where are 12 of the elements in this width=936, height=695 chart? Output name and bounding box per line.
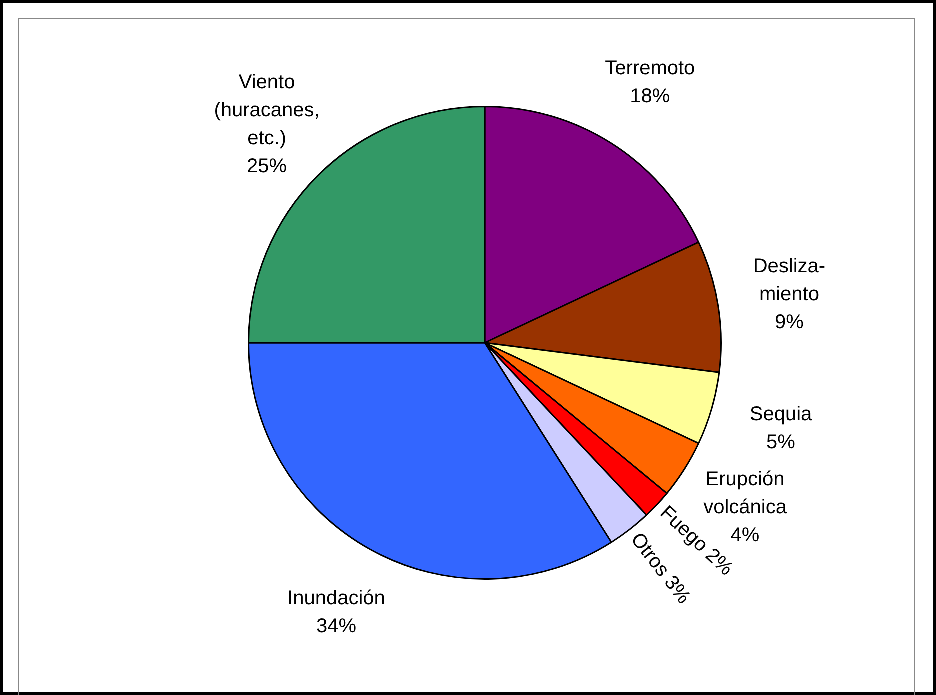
data-label: 25% xyxy=(247,156,288,178)
data-label: 34% xyxy=(316,616,357,638)
slice-label: Desliza- miento xyxy=(753,255,826,306)
data-label: 5% xyxy=(766,432,796,454)
data-label: 4% xyxy=(730,524,760,547)
slice-label: Viento (huracanes, etc.) xyxy=(214,72,320,150)
slice-label: Erupción volcánica xyxy=(704,468,788,519)
data-label: 18% xyxy=(630,85,670,108)
slice-label: Terremoto xyxy=(605,57,696,80)
slice-label: Inundación xyxy=(288,588,386,610)
slice-label: Sequia xyxy=(750,404,814,426)
data-label: 9% xyxy=(775,311,804,334)
